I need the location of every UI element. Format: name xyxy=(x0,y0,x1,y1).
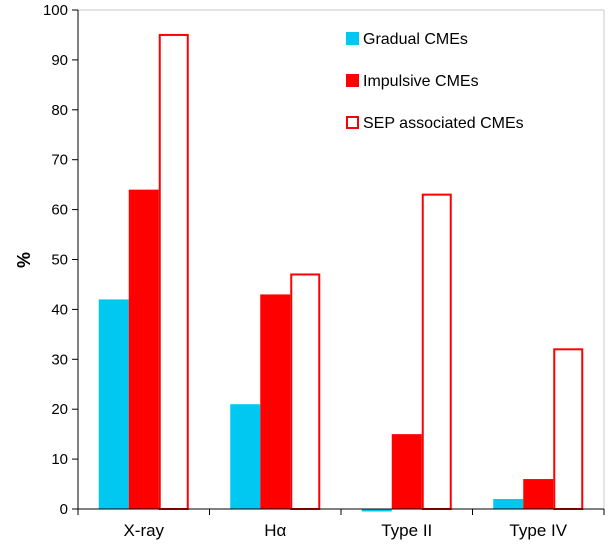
y-axis-title: % xyxy=(14,252,34,268)
legend-swatch-impulsive xyxy=(346,74,359,87)
legend-label: SEP associated CMEs xyxy=(363,115,524,132)
bar-gradual xyxy=(230,404,261,509)
bar-sep-associated xyxy=(421,193,452,510)
y-tick-label: 100 xyxy=(43,2,68,19)
y-tick-label: 30 xyxy=(51,351,68,368)
legend-label: Gradual CMEs xyxy=(363,31,468,48)
y-axis-title-group: % xyxy=(14,252,34,268)
y-tick-label: 70 xyxy=(51,152,68,169)
bar-impulsive xyxy=(128,189,159,509)
y-tick-label: 10 xyxy=(51,451,68,468)
y-tick-label: 50 xyxy=(51,252,68,269)
y-tick-label: 90 xyxy=(51,52,68,69)
y-tick-label: 60 xyxy=(51,202,68,219)
plot-frame xyxy=(78,9,605,509)
bar-impulsive xyxy=(523,479,554,509)
y-tick-label: 40 xyxy=(51,301,68,318)
x-tick-label: Type II xyxy=(381,521,432,540)
y-tick-label: 0 xyxy=(60,501,68,518)
bar-sep-associated xyxy=(158,33,189,510)
axes-group: 0 10 20 30 40 50 60 70 80 90 100 X-ray Hα Type II Type… xyxy=(43,2,605,540)
bar-impulsive xyxy=(260,294,291,509)
bar-sep-associated xyxy=(290,273,321,510)
x-tick-label: X-ray xyxy=(123,521,164,540)
legend-swatch-gradual xyxy=(346,32,359,45)
y-tick-label: 80 xyxy=(51,102,68,119)
legend: Gradual CMEs Impulsive CMEs SEP associated… xyxy=(346,31,524,132)
legend-label: Impulsive CMEs xyxy=(363,73,479,90)
legend-swatch-sep-associated xyxy=(346,116,359,129)
x-tick-label: Hα xyxy=(264,521,286,540)
bar-impulsive xyxy=(391,434,422,509)
x-tick-label: Type IV xyxy=(509,521,567,540)
bars-group xyxy=(98,33,584,512)
y-tick-label: 20 xyxy=(51,401,68,418)
bar-sep-associated xyxy=(553,348,584,510)
bar-gradual xyxy=(98,299,129,509)
bar-gradual xyxy=(493,499,524,509)
bar-gradual xyxy=(361,509,392,512)
